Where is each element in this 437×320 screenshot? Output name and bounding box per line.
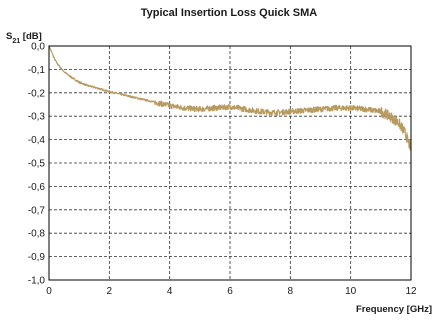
x-axis-label: Frequency [GHz]	[356, 304, 432, 315]
y-tick-label: -0,8	[28, 229, 46, 240]
y-tick-label: -0,7	[28, 205, 46, 216]
y-tick-label: -0,9	[28, 252, 46, 263]
x-tick-label: 2	[107, 286, 113, 297]
y-tick-label: -0,6	[28, 182, 46, 193]
x-tick-label: 0	[46, 286, 52, 297]
x-tick-label: 8	[288, 286, 294, 297]
y-axis-label-unit: [dB]	[20, 31, 42, 42]
x-tick-label: 12	[405, 286, 417, 297]
y-tick-label: -0,4	[28, 135, 46, 146]
y-axis-label-sub: 21	[12, 38, 20, 45]
y-ticks: 0,0 -0,1 -0,2 -0,3 -0,4 -0,5 -0,6 -0,7 -0,8 -0,9 -…	[28, 42, 46, 287]
y-axis-label-main: S	[6, 31, 12, 42]
x-tick-label: 10	[345, 286, 357, 297]
y-tick-label: -0,3	[28, 112, 46, 123]
y-tick-label: -0,2	[28, 88, 46, 99]
y-tick-label: -0,1	[28, 65, 46, 76]
chart-title: Typical Insertion Loss Quick SMA	[141, 7, 318, 19]
plot-frame	[48, 45, 412, 281]
y-tick-label: 0,0	[31, 42, 45, 53]
y-tick-label: -1,0	[28, 276, 46, 287]
y-tick-label: -0,5	[28, 159, 46, 170]
x-tick-label: 4	[167, 286, 173, 297]
series-line	[48, 45, 412, 151]
x-tick-label: 6	[227, 286, 233, 297]
y-axis-label: S21 [dB]	[6, 31, 42, 45]
grid	[49, 46, 411, 280]
x-ticks: 0 2 4 6 8 10 12	[46, 286, 417, 297]
series-layer	[48, 45, 412, 151]
